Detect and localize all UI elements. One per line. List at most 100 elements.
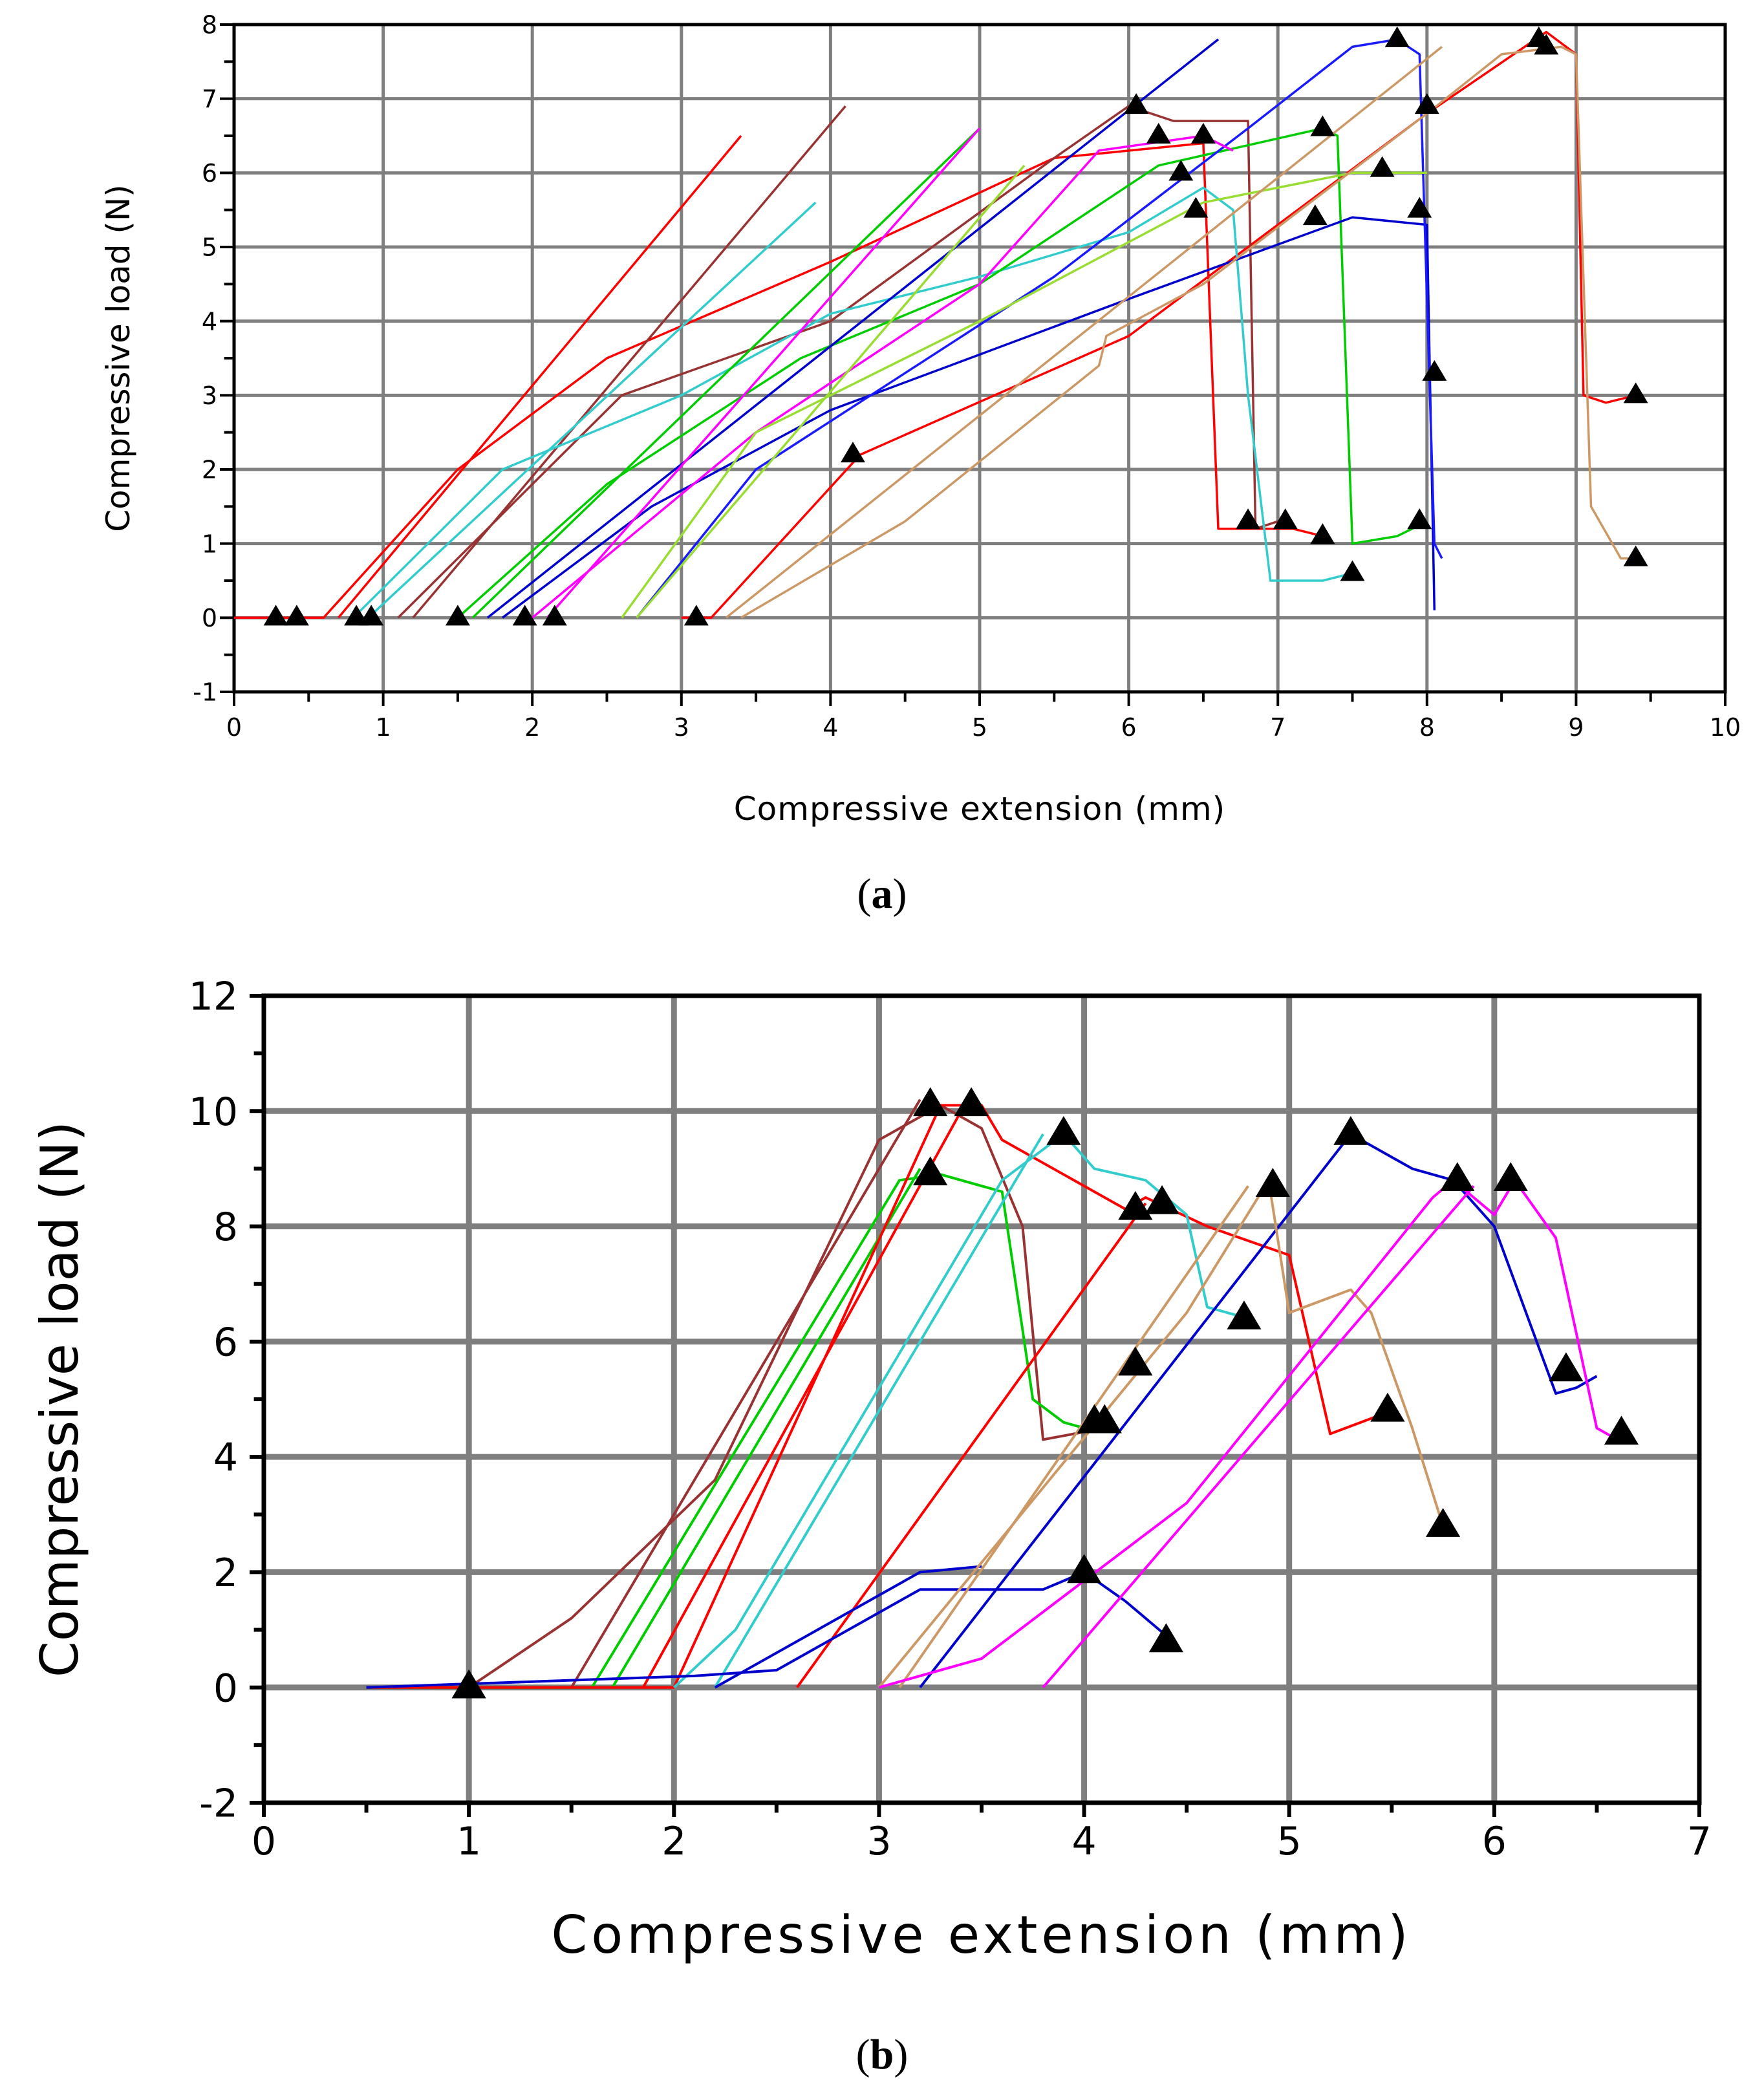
- b-x-tick-label: 7: [1687, 1819, 1712, 1864]
- b-y-tick-label: 6: [213, 1320, 238, 1365]
- a-series-brown: [397, 105, 1294, 619]
- a-marker-triangle: [284, 605, 309, 626]
- b-marker-triangle: [1066, 1554, 1102, 1584]
- a-series-tan: [740, 45, 1636, 619]
- a-series-green-unload: [471, 127, 981, 619]
- a-markers: [263, 26, 1648, 626]
- a-y-tick-label: 7: [202, 85, 217, 113]
- b-x-tick-label: 0: [252, 1819, 276, 1864]
- b-series-blue-2: [714, 1565, 982, 1689]
- a-y-tick-label: 2: [202, 456, 217, 484]
- b-marker-triangle: [1333, 1115, 1368, 1145]
- a-marker-triangle: [1414, 93, 1439, 114]
- b-marker-triangle: [1118, 1346, 1153, 1376]
- panel-a: 0 1 2 3 4 5 6 7 8 9 10 -1 0 1 2 3 4 5 6 7 8 Compressive exten…: [0, 0, 1764, 931]
- a-marker-triangle: [1623, 382, 1648, 403]
- b-x-tick-label: 2: [662, 1819, 686, 1864]
- a-x-tick-label: 5: [972, 713, 987, 742]
- a-marker-triangle: [542, 605, 567, 626]
- panel-b: 0 1 2 3 4 5 6 7 -2 0 2 4 6 8 10 12 Compressive extension…: [0, 931, 1764, 2095]
- b-series-cyan-unload: [713, 1133, 1044, 1688]
- a-marker-triangle: [1273, 508, 1298, 530]
- b-series-cyan: [672, 1132, 1249, 1689]
- b-marker-triangle: [1118, 1190, 1153, 1220]
- b-series: [366, 1099, 1619, 1689]
- a-series-cyan-unload: [367, 201, 817, 619]
- a-marker-triangle: [1310, 115, 1335, 136]
- b-marker-triangle: [1370, 1392, 1405, 1422]
- a-y-tick-label: 8: [202, 11, 217, 39]
- a-marker-triangle: [1168, 160, 1194, 181]
- b-y-tick-label: 8: [213, 1205, 238, 1250]
- a-marker-triangle: [1384, 26, 1410, 47]
- a-tick-labels: 0 1 2 3 4 5 6 7 8 9 10 -1 0 1 2 3 4 5 6 7 8: [193, 11, 1741, 742]
- a-series-yellow-green-unload: [636, 164, 1026, 619]
- a-marker-triangle: [1407, 508, 1432, 530]
- b-series-green: [366, 1173, 1085, 1689]
- a-y-axis-title: Compressive load (N): [100, 184, 137, 532]
- a-x-tick-label: 4: [823, 713, 838, 742]
- b-y-tick-label: 2: [213, 1551, 238, 1596]
- chart-a: 0 1 2 3 4 5 6 7 8 9 10 -1 0 1 2 3 4 5 6 7 8 Compressive exten…: [100, 11, 1741, 828]
- a-marker-triangle: [1407, 197, 1432, 218]
- caption-a: (a): [857, 870, 907, 918]
- a-marker-triangle: [1310, 523, 1335, 544]
- b-marker-triangle: [1493, 1162, 1528, 1192]
- b-x-tick-label: 5: [1277, 1819, 1302, 1864]
- a-y-tick-label: 0: [202, 604, 217, 632]
- a-y-tick-label: 3: [202, 381, 217, 410]
- a-marker-triangle: [1340, 560, 1365, 581]
- b-marker-triangle: [1148, 1623, 1184, 1653]
- a-x-tick-label: 6: [1121, 713, 1137, 742]
- a-x-tick-label: 3: [674, 713, 689, 742]
- a-grid: [234, 25, 1725, 692]
- a-series-blue: [502, 216, 1436, 619]
- a-series-red-2: [681, 30, 1637, 619]
- a-marker-triangle: [1146, 123, 1171, 144]
- b-y-axis-title: Compressive load (N): [30, 1121, 90, 1677]
- b-marker-triangle: [1604, 1415, 1639, 1445]
- b-y-tick-label: 4: [213, 1435, 238, 1481]
- a-x-tick-label: 8: [1419, 713, 1435, 742]
- b-y-tick-label: 10: [189, 1090, 238, 1135]
- b-marker-triangle: [1046, 1115, 1081, 1145]
- a-series-brown-unload: [412, 105, 846, 619]
- a-y-tick-label: 4: [202, 307, 217, 336]
- b-series-red-unload: [795, 1202, 1147, 1688]
- b-y-tick-label: 12: [189, 974, 238, 1020]
- a-marker-triangle: [1124, 93, 1149, 114]
- a-y-tick-label: 6: [202, 159, 217, 188]
- a-marker-triangle: [445, 605, 470, 626]
- a-marker-triangle: [1370, 156, 1395, 177]
- a-marker-triangle: [1302, 204, 1328, 226]
- b-marker-triangle: [1227, 1300, 1262, 1329]
- a-y-tick-label: 5: [202, 233, 217, 262]
- b-y-tick-label: -2: [199, 1781, 238, 1827]
- b-markers: [451, 1087, 1639, 1699]
- b-marker-triangle: [913, 1087, 948, 1117]
- caption-b: (b): [855, 2031, 909, 2078]
- a-x-tick-label: 2: [524, 713, 540, 742]
- a-marker-triangle: [1422, 360, 1447, 381]
- a-marker-triangle: [683, 605, 709, 626]
- b-x-tick-label: 4: [1071, 1819, 1096, 1864]
- b-series-brown: [366, 1104, 1105, 1689]
- b-series-magenta-unload: [1042, 1185, 1475, 1689]
- b-series-brown-unload: [570, 1099, 921, 1688]
- b-marker-triangle: [1145, 1185, 1179, 1214]
- a-x-tick-label: 9: [1568, 713, 1584, 742]
- b-marker-triangle: [1087, 1404, 1122, 1434]
- b-marker-triangle: [913, 1156, 948, 1186]
- b-series-tan-unload: [898, 1185, 1249, 1688]
- b-ticks: [250, 994, 1701, 1817]
- a-marker-triangle: [840, 442, 865, 463]
- a-x-tick-label: 1: [376, 713, 391, 742]
- b-x-tick-label: 1: [457, 1819, 481, 1864]
- a-marker-triangle: [263, 605, 288, 626]
- a-series-red-unload: [338, 134, 742, 619]
- a-marker-triangle: [1183, 197, 1209, 218]
- b-marker-triangle: [954, 1087, 989, 1117]
- a-x-tick-label: 0: [226, 713, 242, 742]
